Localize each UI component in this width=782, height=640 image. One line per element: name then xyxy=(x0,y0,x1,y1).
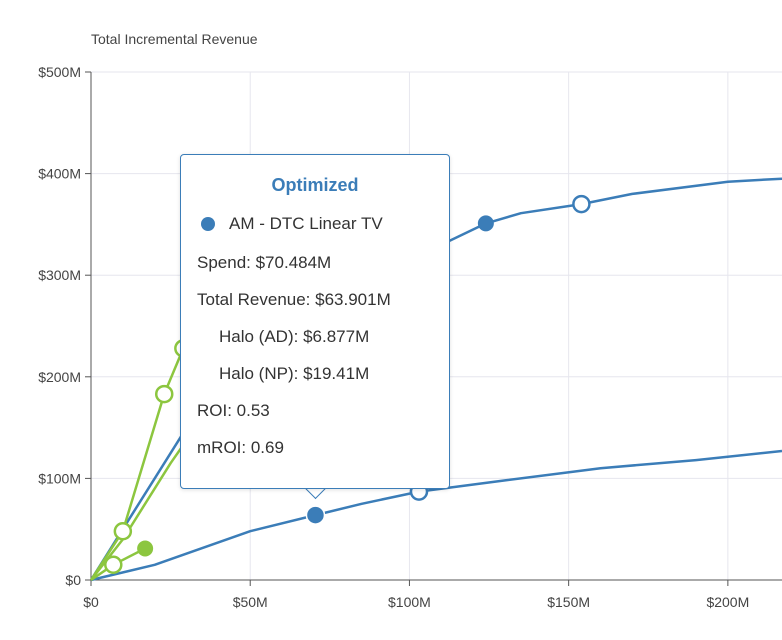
x-tick-label: $100M xyxy=(388,594,431,610)
x-tick-label: $0 xyxy=(83,594,99,610)
tooltip-spend: Spend: $70.484M xyxy=(197,253,332,272)
x-tick-label: $50M xyxy=(233,594,268,610)
series-line-2 xyxy=(90,449,782,582)
data-point-marker[interactable] xyxy=(113,521,133,541)
tooltip-total-revenue: Total Revenue: $63.901M xyxy=(197,290,391,309)
y-tick-label: $300M xyxy=(38,267,81,283)
series-dot-icon xyxy=(201,217,215,231)
tooltip-series-name: AM - DTC Linear TV xyxy=(229,214,383,233)
axes: $0 $100M $200M $300M $400M $500M $0 $50M $100M $1… xyxy=(38,64,782,610)
x-tick-label: $200M xyxy=(706,594,749,610)
tooltip-title: Optimized xyxy=(271,175,359,195)
data-point-marker[interactable] xyxy=(154,384,174,404)
data-point-marker[interactable] xyxy=(104,555,123,575)
x-tick-label: $150M xyxy=(547,594,590,610)
y-axis-title: Total Incremental Revenue xyxy=(91,31,258,47)
data-point-marker[interactable] xyxy=(137,540,154,557)
y-tick-label: $0 xyxy=(65,572,81,588)
tooltip-roi: ROI: 0.53 xyxy=(197,401,270,420)
series-markers[interactable] xyxy=(104,194,591,575)
tooltip-series-row: AM - DTC Linear TV xyxy=(197,214,433,234)
y-tick-label: $100M xyxy=(38,470,81,486)
y-tick-label: $400M xyxy=(38,166,81,182)
y-tick-label: $200M xyxy=(38,369,81,385)
data-point-marker[interactable] xyxy=(572,194,591,214)
tooltip-halo-ad: Halo (AD): $6.877M xyxy=(219,327,370,346)
data-point-marker[interactable] xyxy=(477,215,494,232)
y-tick-label: $500M xyxy=(38,64,81,80)
data-point-marker[interactable] xyxy=(305,505,326,525)
tooltip-mroi: mROI: 0.69 xyxy=(197,438,284,457)
tooltip-halo-np: Halo (NP): $19.41M xyxy=(219,364,370,383)
tooltip: Optimized AM - DTC Linear TV Spend: $70.… xyxy=(180,154,450,489)
